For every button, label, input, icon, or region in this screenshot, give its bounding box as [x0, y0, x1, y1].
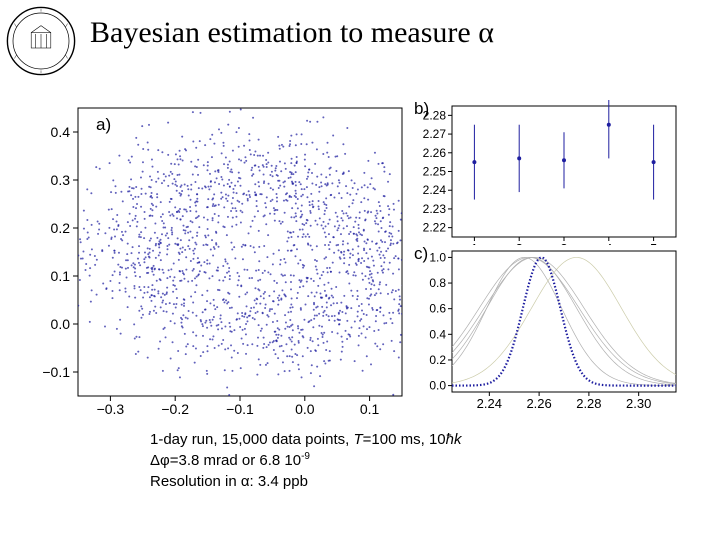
svg-text:c): c) — [414, 245, 428, 263]
svg-text:−0.3: −0.3 — [97, 401, 125, 417]
caption-hk: ħk — [446, 431, 462, 448]
svg-text:0.0: 0.0 — [429, 379, 446, 393]
svg-text:−0.2: −0.2 — [161, 401, 189, 417]
caption-line3: Resolution in α: 3.4 ppb — [150, 472, 461, 492]
svg-text:2.28: 2.28 — [576, 396, 601, 411]
svg-text:b): b) — [414, 100, 429, 118]
svg-text:1.0: 1.0 — [429, 250, 446, 264]
svg-text:0.2: 0.2 — [429, 353, 446, 367]
svg-text:0.1: 0.1 — [51, 268, 71, 284]
figure-caption: 1-day run, 15,000 data points, T=100 ms,… — [150, 430, 461, 492]
svg-text:0.4: 0.4 — [51, 124, 71, 140]
svg-text:2.26: 2.26 — [526, 396, 551, 411]
panel-b-errorbar: 123452.222.232.242.252.262.272.28b) — [410, 100, 680, 257]
svg-text:2.27: 2.27 — [423, 127, 447, 141]
svg-text:a): a) — [96, 115, 111, 134]
svg-text:0.8: 0.8 — [429, 276, 446, 290]
svg-text:−0.1: −0.1 — [42, 364, 70, 380]
svg-text:0.0: 0.0 — [295, 401, 315, 417]
svg-text:2.30: 2.30 — [626, 396, 651, 411]
svg-text:2.26: 2.26 — [423, 146, 447, 160]
svg-text:−0.1: −0.1 — [226, 401, 254, 417]
svg-text:0.6: 0.6 — [429, 302, 446, 316]
svg-text:0.2: 0.2 — [51, 220, 71, 236]
svg-text:2.23: 2.23 — [423, 202, 447, 216]
svg-text:2.24: 2.24 — [477, 396, 502, 411]
svg-text:2.25: 2.25 — [423, 165, 447, 179]
slide-title: Bayesian estimation to measure α — [90, 16, 494, 50]
caption-T: T — [353, 431, 362, 448]
caption-line1a: 1-day run, 15,000 data points, — [150, 431, 353, 448]
svg-text:0.1: 0.1 — [360, 401, 380, 417]
caption-line1b: =100 ms, 10 — [363, 431, 446, 448]
panel-c-curves: 2.24 2.26 2.28 2.30 0.0 0.2 0.4 0.6 0.8 1.0c) — [410, 245, 680, 412]
svg-text:2.22: 2.22 — [423, 221, 447, 235]
figure-area: −0.3−0.2−0.10.00.1−0.10.00.10.20.30.4a) … — [40, 100, 680, 410]
caption-line2-exp: -9 — [301, 451, 310, 462]
svg-text:0.4: 0.4 — [429, 327, 446, 341]
svg-text:2.24: 2.24 — [423, 183, 447, 197]
svg-text:0.3: 0.3 — [51, 172, 71, 188]
svg-text:0.0: 0.0 — [51, 316, 71, 332]
university-seal — [6, 6, 76, 76]
caption-line2: Δφ=3.8 mrad or 6.8 10 — [150, 452, 301, 469]
panel-a-scatter: −0.3 −0.2 −0.1 0.0 0.1 −0.1 0.0 0.1 0.2 0.3 0.4 a) — [30, 100, 410, 420]
